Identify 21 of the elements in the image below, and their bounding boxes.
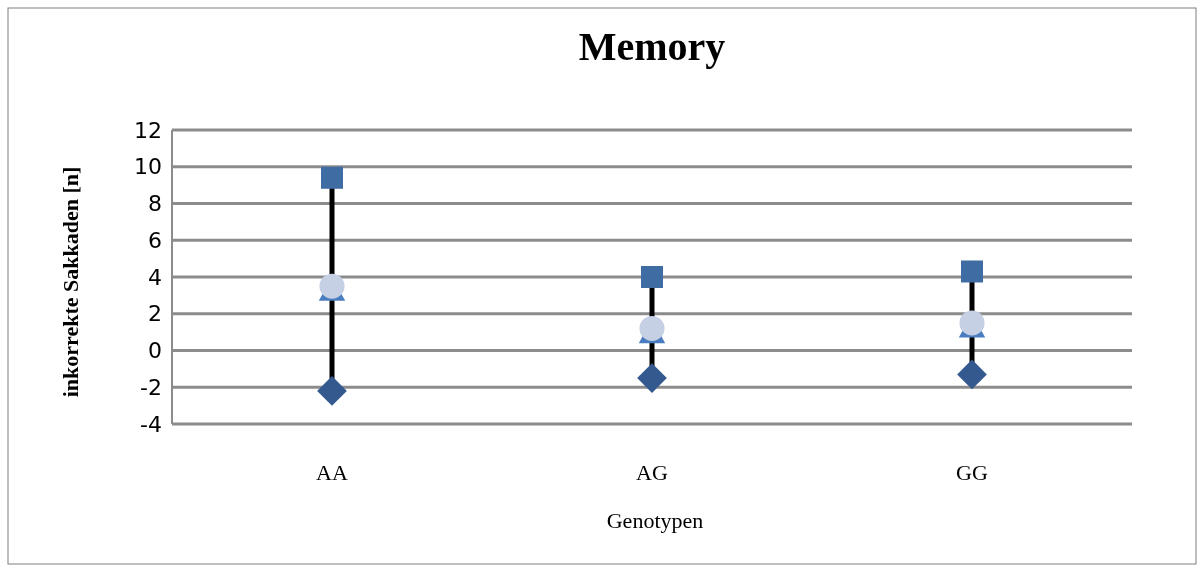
y-tick-label: 0 (148, 338, 162, 364)
point (961, 260, 983, 283)
x-axis-title: Genotypen (606, 508, 704, 533)
x-tick-label: GG (956, 460, 988, 485)
y-tick-label: -4 (140, 411, 162, 437)
y-axis-title: inkorrekte Sakkaden [n] (58, 166, 83, 398)
chart-title: Memory (578, 24, 726, 69)
point (637, 363, 667, 393)
y-tick-label: 4 (148, 264, 162, 290)
point (321, 166, 343, 189)
y-tick-label: 8 (148, 191, 162, 217)
y-tick-label: 6 (148, 227, 162, 253)
y-tick-label: 2 (148, 301, 162, 327)
x-tick-label: AA (316, 460, 348, 485)
point (317, 376, 347, 406)
point (957, 359, 987, 390)
y-tick-label: -2 (140, 374, 162, 400)
point (641, 266, 663, 288)
x-tick-label: AG (636, 460, 668, 485)
y-tick-label: 10 (134, 154, 162, 180)
y-tick-label: 12 (134, 117, 162, 143)
